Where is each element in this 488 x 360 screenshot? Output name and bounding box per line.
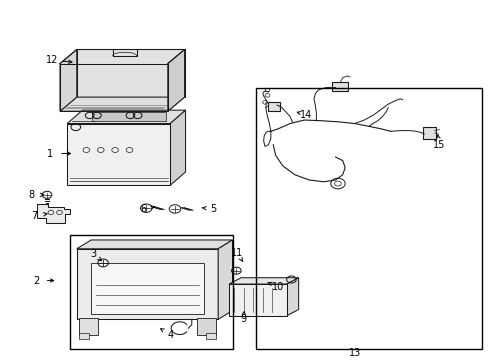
Polygon shape <box>67 110 185 123</box>
Polygon shape <box>77 49 184 97</box>
Text: 2: 2 <box>33 275 39 285</box>
Polygon shape <box>286 278 298 316</box>
Text: 8: 8 <box>28 190 34 200</box>
Text: 5: 5 <box>210 204 216 214</box>
Text: 10: 10 <box>271 282 284 292</box>
FancyBboxPatch shape <box>267 102 280 111</box>
Polygon shape <box>170 110 185 185</box>
Bar <box>91 263 203 314</box>
Text: 11: 11 <box>231 248 243 258</box>
Text: 13: 13 <box>348 348 360 358</box>
Bar <box>67 123 170 185</box>
Text: 12: 12 <box>45 55 58 65</box>
FancyBboxPatch shape <box>423 127 435 139</box>
Bar <box>206 333 215 339</box>
Text: 15: 15 <box>432 140 445 150</box>
Polygon shape <box>229 278 298 284</box>
Text: 14: 14 <box>299 110 311 120</box>
Text: 4: 4 <box>167 329 173 339</box>
Polygon shape <box>37 204 70 223</box>
Bar <box>79 333 89 339</box>
Bar <box>69 235 232 349</box>
Bar <box>92 112 166 121</box>
Bar <box>229 284 286 316</box>
Polygon shape <box>218 240 232 319</box>
Text: 7: 7 <box>31 211 38 221</box>
Polygon shape <box>77 249 218 319</box>
Polygon shape <box>77 240 232 249</box>
Text: 9: 9 <box>240 314 245 324</box>
Text: 3: 3 <box>90 249 97 259</box>
Bar <box>196 318 215 335</box>
FancyBboxPatch shape <box>331 82 348 91</box>
Polygon shape <box>60 49 77 111</box>
Bar <box>256 88 481 349</box>
Polygon shape <box>167 49 184 111</box>
Polygon shape <box>60 97 184 111</box>
Text: 6: 6 <box>141 204 146 214</box>
Text: 1: 1 <box>47 149 53 158</box>
Bar <box>79 318 98 335</box>
